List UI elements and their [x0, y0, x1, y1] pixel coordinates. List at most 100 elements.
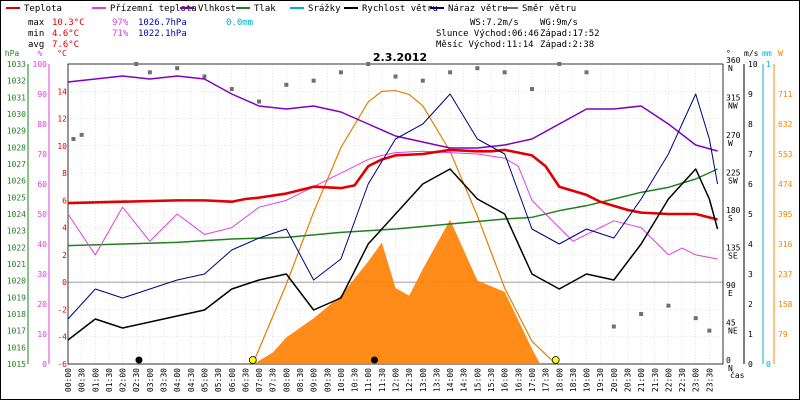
- pressure-tick: 1024: [7, 210, 26, 219]
- x-tick: 14:30: [460, 368, 469, 392]
- x-tick: 22:30: [678, 368, 687, 392]
- x-tick: 01:00: [91, 368, 100, 392]
- stats-moon-set: Západ:2:38: [540, 40, 594, 50]
- temperature-tick: 14: [57, 87, 67, 96]
- wind-speed-tick: 0: [748, 360, 753, 369]
- wind-dir-point: [229, 87, 234, 91]
- stats-row-label: min: [28, 29, 44, 39]
- x-tick: 03:00: [146, 368, 155, 392]
- x-tick: 23:00: [692, 368, 701, 392]
- stats-pressure: 1026.7hPa: [138, 18, 187, 28]
- pressure-tick: 1025: [7, 193, 26, 202]
- x-tick: 04:30: [187, 368, 196, 392]
- x-tick: 13:00: [419, 368, 428, 392]
- x-tick: 19:30: [596, 368, 605, 392]
- x-tick: 16:00: [501, 368, 510, 392]
- series-rychlost-v-tru: [67, 168, 719, 341]
- legend-label: Směr větru: [522, 4, 576, 14]
- pressure-tick: 1031: [7, 93, 26, 102]
- solar-radiation-area: [253, 219, 541, 364]
- wind-dir-point: [693, 316, 698, 321]
- chart-title: 2.3.2012: [373, 51, 427, 64]
- sun-marker: [551, 356, 560, 364]
- wind-dir-tick: 45: [726, 319, 736, 328]
- stats-wind-gust: WG:9m/s: [540, 18, 578, 28]
- stats-humidity: 97%: [112, 18, 129, 28]
- pressure-tick: 1020: [7, 277, 26, 286]
- temperature-tick: 6: [62, 196, 67, 205]
- wind-speed-tick: 7: [748, 150, 753, 159]
- legend-label: Rychlost větru: [362, 4, 438, 14]
- stats-row-label: max: [28, 18, 45, 28]
- temperature-tick: 4: [62, 224, 67, 233]
- temperature-tick: 2: [62, 251, 67, 260]
- pressure-tick: 1027: [7, 160, 26, 169]
- humidity-tick: 20: [37, 300, 47, 309]
- pressure-tick: 1018: [7, 310, 26, 319]
- temperature-tick: 12: [57, 115, 67, 124]
- wind-dir-point: [257, 99, 262, 104]
- solar-tick: 395: [778, 210, 793, 219]
- series-tlak: [67, 168, 718, 247]
- x-tick: 09:30: [323, 368, 332, 392]
- wind-dir-point: [475, 66, 480, 71]
- solar-tick: 474: [778, 180, 793, 189]
- humidity-tick: 90: [37, 90, 47, 99]
- pressure-tick: 1028: [7, 143, 26, 152]
- x-tick: 17:00: [528, 368, 537, 392]
- wind-dir-compass: N: [728, 64, 733, 73]
- legend-label: Přízemní teplota: [110, 4, 197, 14]
- wind-dir-point: [338, 70, 343, 75]
- humidity-tick: 10: [37, 330, 47, 339]
- pressure-tick: 1023: [7, 227, 26, 236]
- wind-dir-point: [175, 66, 180, 71]
- rain-tick: 1: [766, 60, 771, 69]
- x-tick: 09:00: [310, 368, 319, 392]
- wind-speed-tick: 10: [748, 60, 758, 69]
- wind-dir-point: [666, 303, 671, 308]
- wind-dir-tick: 225: [726, 169, 741, 178]
- x-tick: 08:30: [296, 368, 305, 392]
- stats-temperature: 10.3°C: [52, 18, 85, 28]
- pressure-tick: 1021: [7, 260, 26, 269]
- humidity-tick: 60: [37, 180, 47, 189]
- stats-humidity: 71%: [112, 29, 129, 39]
- pressure-tick: 1029: [7, 127, 26, 136]
- x-tick: 20:30: [623, 368, 632, 392]
- wind-dir-unit: °: [726, 49, 731, 58]
- solar-tick: 316: [778, 240, 793, 249]
- stats-pressure: 1022.1hPa: [138, 29, 187, 39]
- x-tick: 15:00: [473, 368, 482, 392]
- legend-label: Teplota: [24, 4, 62, 14]
- solar-tick: 237: [778, 270, 793, 279]
- wind-dir-point: [71, 137, 76, 141]
- x-tick: 12:00: [392, 368, 401, 392]
- humidity-tick: 80: [37, 120, 47, 129]
- pressure-tick: 1026: [7, 177, 26, 186]
- humidity-tick: 70: [37, 150, 47, 159]
- pressure-tick: 1030: [7, 110, 26, 119]
- wind-speed-unit: m/s: [744, 49, 759, 58]
- temperature-tick: 0: [62, 278, 67, 287]
- wind-dir-point: [707, 328, 712, 333]
- x-tick: 17:30: [542, 368, 551, 392]
- wind-dir-compass: NE: [728, 327, 738, 336]
- wind-dir-tick: 270: [726, 131, 741, 140]
- x-tick: 01:30: [105, 368, 114, 392]
- solar-tick: 711: [778, 90, 793, 99]
- humidity-unit: %: [38, 49, 43, 58]
- stats-temperature: 7.6°C: [52, 40, 79, 50]
- x-tick: 16:30: [514, 368, 523, 392]
- series-teplota: [67, 148, 718, 221]
- legend-label: Srážky: [308, 4, 341, 14]
- humidity-tick: 30: [37, 270, 47, 279]
- wind-dir-point: [202, 74, 207, 79]
- wind-dir-compass: SE: [728, 252, 738, 261]
- wind-dir-point: [420, 78, 425, 83]
- wind-speed-tick: 6: [748, 180, 753, 189]
- temperature-tick: -2: [57, 305, 67, 314]
- x-tick: 02:30: [132, 368, 141, 392]
- x-tick: 11:30: [378, 368, 387, 392]
- x-tick: 15:30: [487, 368, 496, 392]
